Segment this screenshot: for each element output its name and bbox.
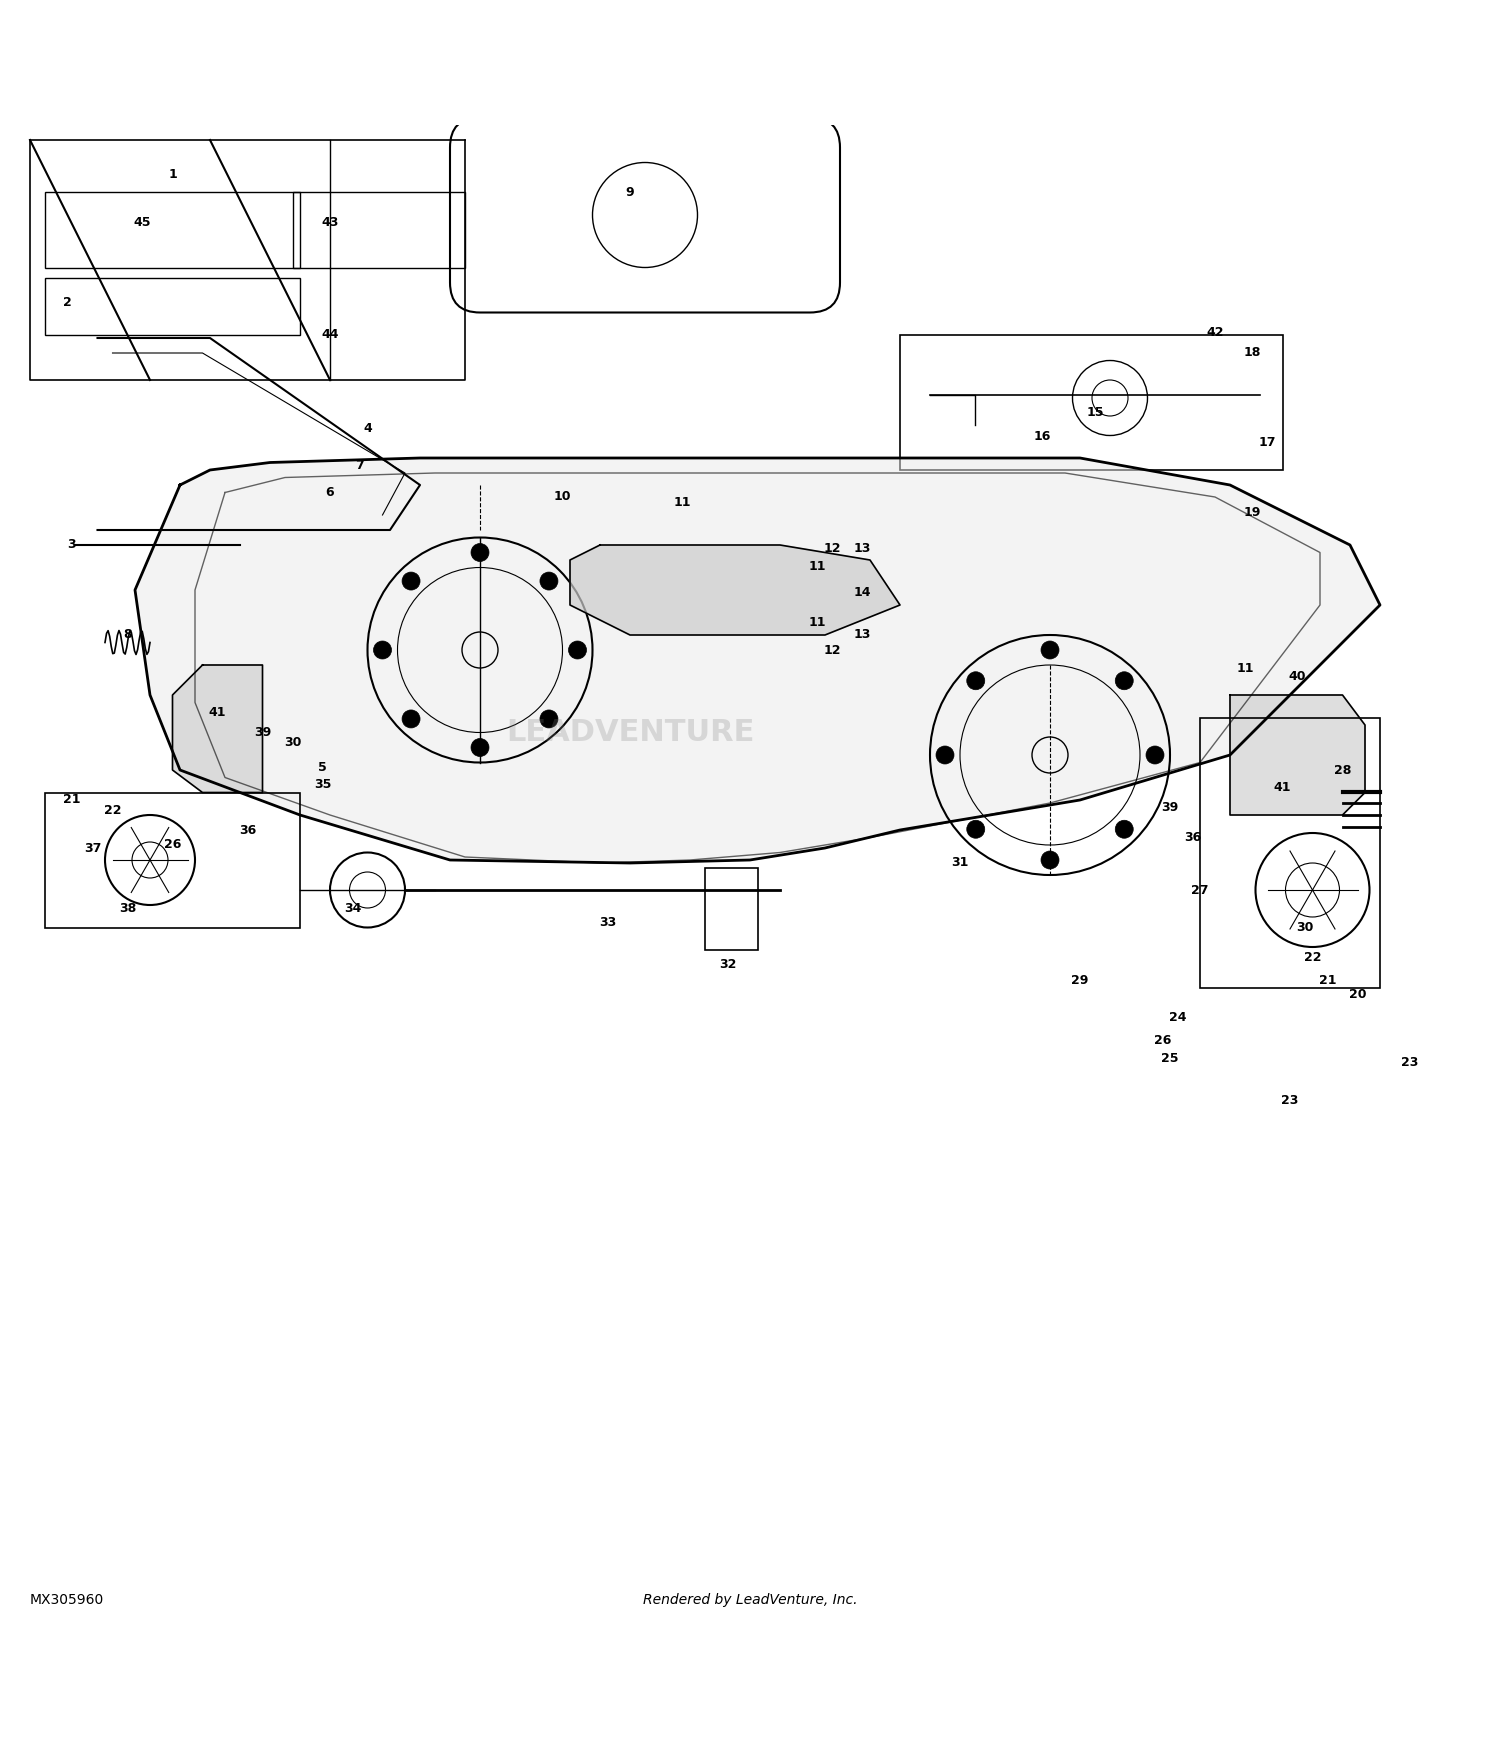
Text: 5: 5 [318, 761, 327, 774]
Text: 14: 14 [853, 586, 871, 600]
Bar [45, 793, 300, 928]
Text: 16: 16 [1034, 430, 1052, 443]
Text: LEADVENTURE: LEADVENTURE [506, 718, 754, 747]
Bar [45, 192, 300, 268]
Text: 24: 24 [1168, 1011, 1186, 1024]
Text: 44: 44 [321, 329, 339, 341]
Circle shape [1114, 672, 1132, 690]
Text: 23: 23 [1401, 1055, 1419, 1069]
Polygon shape [172, 665, 262, 793]
Text: 41: 41 [209, 707, 226, 719]
Text: 11: 11 [808, 560, 826, 572]
Text: 40: 40 [1288, 670, 1306, 684]
Circle shape [1146, 746, 1164, 765]
Circle shape [402, 572, 420, 590]
Circle shape [936, 746, 954, 765]
Text: 32: 32 [718, 959, 736, 971]
Text: Rendered by LeadVenture, Inc.: Rendered by LeadVenture, Inc. [642, 1592, 858, 1606]
Circle shape [568, 640, 586, 660]
Text: 35: 35 [314, 779, 332, 791]
Circle shape [1114, 821, 1132, 838]
Text: 10: 10 [554, 490, 572, 504]
Text: 45: 45 [134, 215, 152, 229]
Text: 30: 30 [1296, 920, 1314, 934]
Circle shape [968, 821, 986, 838]
Text: 3: 3 [68, 539, 76, 551]
Text: 21: 21 [63, 793, 81, 807]
Text: 21: 21 [1318, 973, 1336, 987]
Text: 13: 13 [853, 541, 871, 555]
Circle shape [402, 710, 420, 728]
Text: 37: 37 [84, 842, 102, 854]
Text: 17: 17 [1258, 436, 1276, 450]
Polygon shape [570, 544, 900, 635]
Text: 4: 4 [363, 422, 372, 434]
Text: 7: 7 [356, 458, 364, 472]
Text: 36: 36 [238, 824, 256, 836]
Text: 34: 34 [344, 901, 362, 915]
Bar [705, 868, 758, 950]
Text: 39: 39 [254, 726, 272, 738]
Text: 23: 23 [1281, 1094, 1299, 1106]
Bar [292, 192, 465, 268]
Text: 2: 2 [63, 296, 72, 308]
Text: 11: 11 [674, 497, 692, 509]
Text: 11: 11 [808, 616, 826, 630]
Text: 18: 18 [1244, 346, 1262, 359]
Text: 25: 25 [1161, 1052, 1179, 1064]
Text: 27: 27 [1191, 884, 1209, 896]
Circle shape [471, 544, 489, 562]
Text: 9: 9 [626, 186, 634, 200]
Text: 28: 28 [1334, 763, 1352, 777]
Text: 6: 6 [326, 487, 334, 499]
Polygon shape [135, 458, 1380, 863]
Circle shape [471, 738, 489, 756]
Circle shape [1041, 640, 1059, 660]
Text: 8: 8 [123, 628, 132, 642]
Text: MX305960: MX305960 [30, 1592, 104, 1606]
Polygon shape [1230, 695, 1365, 816]
Text: 43: 43 [321, 215, 339, 229]
Text: 11: 11 [1236, 662, 1254, 674]
Circle shape [540, 572, 558, 590]
Text: 19: 19 [1244, 506, 1262, 518]
Text: 12: 12 [824, 644, 842, 656]
Circle shape [374, 640, 392, 660]
Text: 26: 26 [164, 838, 182, 852]
Text: 1: 1 [168, 168, 177, 180]
Text: 15: 15 [1086, 406, 1104, 420]
Text: 33: 33 [598, 917, 616, 929]
Circle shape [968, 672, 986, 690]
Circle shape [1041, 850, 1059, 870]
Text: 39: 39 [1161, 802, 1179, 814]
Bar [1200, 718, 1380, 987]
Text: 22: 22 [104, 803, 122, 817]
Text: 42: 42 [1206, 326, 1224, 338]
Text: 29: 29 [1071, 973, 1089, 987]
Text: 41: 41 [1274, 782, 1292, 794]
Text: 22: 22 [1304, 950, 1322, 964]
Text: 26: 26 [1154, 1034, 1172, 1046]
Text: 20: 20 [1348, 989, 1366, 1001]
Text: 12: 12 [824, 541, 842, 555]
Text: 13: 13 [853, 628, 871, 642]
Text: 31: 31 [951, 856, 969, 870]
Circle shape [540, 710, 558, 728]
Text: 36: 36 [1184, 831, 1202, 844]
Bar [45, 278, 300, 334]
Bar [900, 334, 1282, 471]
Text: 38: 38 [118, 901, 136, 915]
Text: 30: 30 [284, 737, 302, 749]
